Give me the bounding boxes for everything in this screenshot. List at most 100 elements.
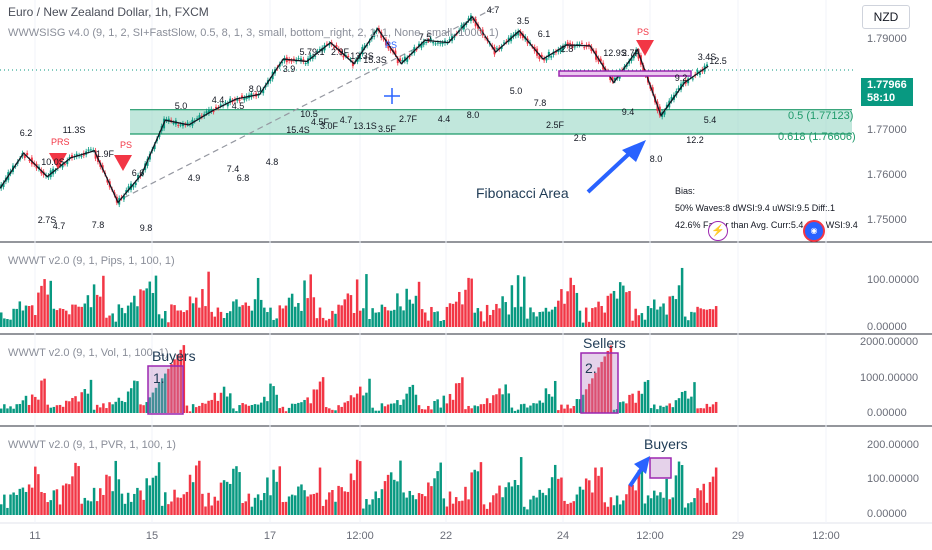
- pips-bar: [504, 302, 507, 327]
- pips-bar: [297, 303, 300, 327]
- overlays: [147, 140, 672, 488]
- volume-bar: [550, 396, 554, 413]
- volume-bar: [662, 406, 665, 413]
- wave-label: 2.6: [573, 133, 587, 143]
- volume-bar: [71, 397, 74, 413]
- pips-bar: [507, 314, 511, 327]
- buyers-arrowhead: [634, 456, 650, 474]
- pips-bar: [637, 315, 641, 327]
- pvr-bar: [445, 506, 449, 515]
- pips-bar: [526, 318, 529, 327]
- pips-bar: [714, 306, 718, 327]
- pips-bar: [519, 306, 523, 327]
- pips-bar: [105, 317, 108, 327]
- volume-bar: [430, 409, 433, 413]
- pvr-bar: [653, 490, 656, 515]
- pvr-bar: [185, 491, 189, 515]
- volume-bar: [9, 406, 12, 413]
- pvr-bar: [572, 501, 576, 515]
- pvr-bar: [188, 474, 192, 515]
- pvr-bar: [702, 483, 706, 515]
- candle: [415, 49, 418, 51]
- candle: [226, 103, 229, 107]
- volume-panel[interactable]: [0, 345, 718, 413]
- volume-bar: [355, 393, 359, 413]
- volume-bar: [263, 396, 266, 413]
- pvr-bar: [86, 500, 90, 515]
- candle: [550, 56, 553, 58]
- volume-bar: [334, 410, 337, 413]
- volume-bar: [102, 403, 105, 413]
- pvr-bar: [92, 487, 96, 515]
- candle: [186, 122, 189, 125]
- pvr-bar: [618, 504, 622, 515]
- pips-bar: [253, 299, 257, 327]
- volume-bar: [185, 405, 189, 413]
- volume-bar: [563, 408, 566, 413]
- volume-bar: [213, 392, 217, 413]
- candle: [538, 55, 541, 59]
- pips-bar: [173, 305, 176, 327]
- candle: [517, 31, 520, 36]
- pvr-bar: [362, 508, 365, 515]
- y-tick-pvr: 0.00000: [867, 508, 907, 520]
- pips-bar: [711, 309, 715, 327]
- candle: [137, 175, 140, 180]
- pips-bar: [399, 306, 402, 327]
- pips-bar: [18, 301, 22, 327]
- volume-bar: [519, 404, 523, 413]
- pips-bar: [216, 307, 220, 327]
- pvr-bar: [129, 501, 133, 515]
- bolt-icon[interactable]: ⚡: [708, 221, 728, 241]
- pvr-bar: [495, 493, 498, 515]
- pvr-bar: [383, 481, 387, 515]
- coins-icon[interactable]: ◉: [803, 220, 825, 242]
- volume-bar: [683, 390, 687, 413]
- pips-bar: [318, 307, 322, 327]
- volume-bar: [523, 403, 526, 413]
- pips-bar: [649, 308, 653, 327]
- pips-bar: [244, 302, 247, 327]
- signal-label: PS: [385, 40, 398, 50]
- pvr-bar: [259, 500, 263, 515]
- pips-bar: [625, 292, 628, 327]
- pips-bar: [99, 296, 102, 327]
- wave-label: 15.3S: [363, 55, 387, 65]
- volume-bar: [625, 403, 628, 413]
- pvr-bar: [256, 494, 260, 515]
- pvr-panel[interactable]: [0, 457, 718, 515]
- volume-bar: [269, 383, 272, 413]
- volume-bar: [365, 392, 368, 413]
- pips-bar: [80, 306, 83, 327]
- candle: [691, 78, 694, 80]
- pips-bar: [309, 274, 312, 327]
- y-tick-pips: 0.00000: [867, 321, 907, 333]
- pvr-bar: [662, 497, 665, 515]
- currency-button[interactable]: NZD: [862, 5, 910, 29]
- pvr-bar: [95, 501, 99, 515]
- volume-bar: [15, 404, 18, 413]
- pips-bar: [600, 306, 603, 327]
- pvr-bar: [513, 479, 517, 515]
- pvr-bar: [612, 505, 616, 515]
- wave-label: 10.5: [300, 109, 318, 119]
- volume-bar: [238, 405, 241, 413]
- volume-bar: [343, 402, 347, 413]
- candle: [580, 42, 583, 44]
- pvr-bar: [408, 490, 412, 515]
- price-panel[interactable]: [0, 6, 855, 208]
- pips-bar: [597, 301, 600, 327]
- volume-bar: [532, 403, 535, 413]
- pips-bar: [359, 310, 362, 327]
- pvr-bar: [597, 475, 600, 515]
- sell-signal-triangle: [636, 40, 654, 56]
- pvr-bar: [64, 483, 68, 515]
- pvr-bar: [625, 494, 628, 515]
- candle: [333, 46, 336, 48]
- volume-bar: [154, 387, 158, 413]
- pips-panel[interactable]: [0, 267, 718, 327]
- pips-bar: [334, 313, 337, 327]
- pvr-bar: [160, 505, 164, 515]
- y-tick-pvr: 200.00000: [867, 439, 919, 451]
